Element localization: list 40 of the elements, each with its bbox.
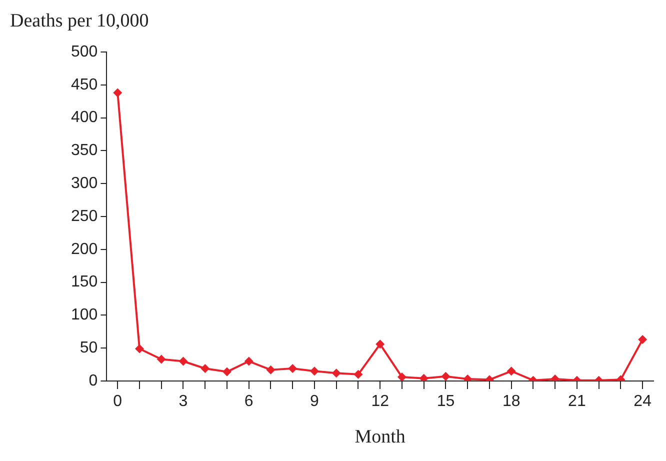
x-tick-label: 9: [310, 393, 320, 410]
y-tick-label: 50: [80, 340, 98, 357]
x-tick-label: 18: [502, 393, 520, 410]
x-tick-label: 12: [371, 393, 390, 410]
x-tick-label: 24: [634, 393, 652, 410]
point: [354, 370, 363, 379]
y-tick-label: 400: [70, 109, 98, 126]
point: [135, 344, 144, 354]
point: [266, 365, 276, 374]
point: [222, 367, 232, 376]
point: [310, 366, 319, 376]
y-tick-label: 350: [70, 142, 98, 160]
point: [419, 374, 428, 381]
point: [506, 366, 516, 376]
point: [200, 364, 210, 373]
point: [441, 372, 450, 381]
y-tick-label: 200: [70, 240, 98, 258]
x-tick-label: 21: [568, 393, 586, 410]
point: [288, 364, 298, 373]
point: [332, 368, 341, 378]
point: [397, 372, 406, 381]
y-tick-label: 500: [70, 43, 98, 60]
point: [244, 356, 254, 366]
x-tick-label: 6: [244, 393, 254, 410]
y-tick-label: 250: [70, 208, 98, 225]
point: [156, 354, 166, 364]
point: [113, 88, 122, 98]
y-tick-label: 0: [88, 372, 98, 390]
point: [376, 340, 385, 349]
y-tick-label: 450: [70, 76, 98, 94]
y-tick-label: 300: [70, 175, 98, 192]
point: [178, 356, 188, 366]
x-tick-label: 15: [436, 393, 455, 410]
y-axis-title: Deaths per 10,000: [10, 10, 149, 32]
y-tick-label: 150: [70, 274, 98, 291]
x-axis-title: Month: [354, 426, 406, 448]
point: [638, 335, 648, 344]
y-tick-label: 100: [70, 306, 98, 324]
x-tick-label: 0: [113, 393, 122, 410]
x-tick-label: 3: [178, 393, 188, 410]
